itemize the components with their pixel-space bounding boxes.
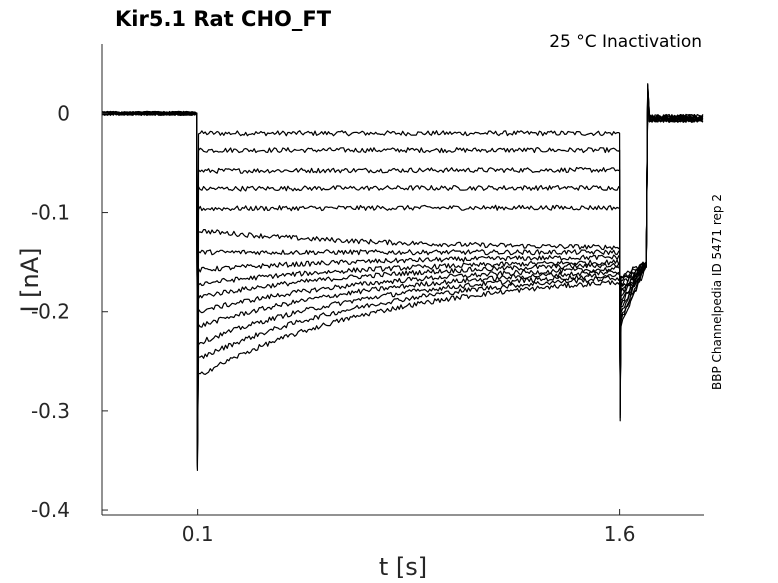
x-tick-label: 0.1 — [182, 522, 214, 546]
current-trace — [101, 94, 704, 448]
y-tick-label: -0.4 — [31, 498, 70, 522]
y-axis-label: I [nA] — [16, 247, 44, 312]
current-trace — [101, 96, 704, 444]
current-trace — [101, 85, 704, 465]
current-trace — [101, 88, 704, 460]
current-trace — [101, 91, 704, 454]
current-trace — [101, 83, 704, 471]
current-trace — [101, 89, 704, 458]
current-trace — [101, 86, 704, 463]
current-traces — [101, 83, 704, 471]
current-trace — [101, 95, 704, 446]
chart-title: Kir5.1 Rat CHO_FT — [115, 7, 332, 31]
y-ticks: 0 -0.1 -0.2 -0.3 -0.4 — [31, 101, 108, 522]
current-trace — [101, 92, 704, 452]
y-tick-label: 0 — [57, 101, 70, 125]
x-axis-label: t [s] — [379, 553, 427, 581]
current-trace — [101, 90, 704, 456]
y-tick-label: -0.1 — [31, 201, 70, 225]
x-ticks: 0.1 1.6 — [182, 509, 636, 546]
current-trace — [101, 84, 704, 469]
channelpedia-id-note: BBP Channelpedia ID 5471 rep 2 — [710, 194, 724, 390]
current-trace — [101, 93, 703, 450]
current-trace — [101, 84, 704, 467]
chart-subtitle: 25 °C Inactivation — [549, 32, 702, 52]
y-tick-label: -0.2 — [31, 300, 70, 324]
current-trace — [101, 87, 704, 462]
y-tick-label: -0.3 — [31, 399, 70, 423]
x-tick-label: 1.6 — [604, 522, 636, 546]
